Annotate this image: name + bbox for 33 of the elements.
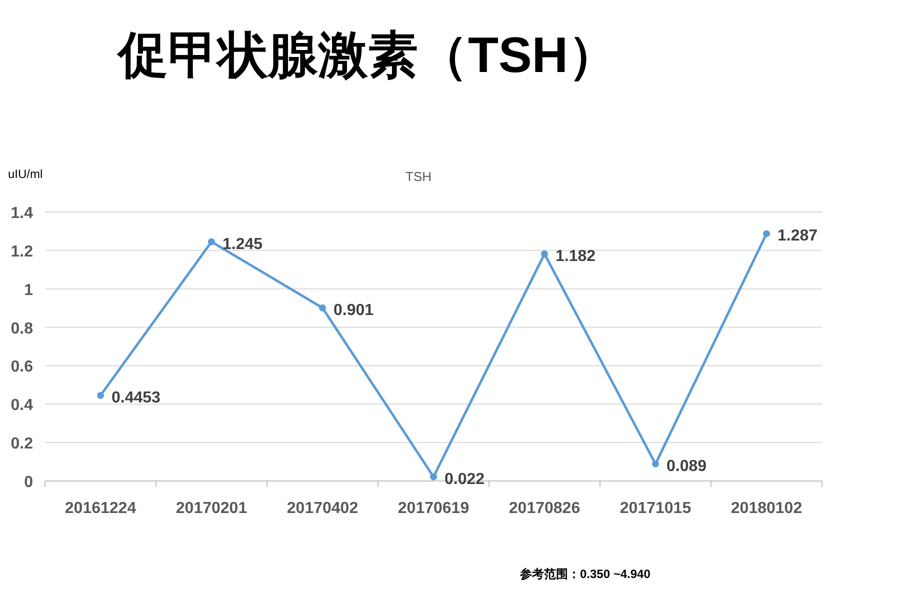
y-tick-label: 0 — [24, 474, 34, 491]
point — [541, 250, 548, 258]
x-tick-label: 20161224 — [64, 500, 136, 517]
data-label: 0.022 — [444, 470, 485, 488]
y-axis-title: uIU/ml — [8, 167, 43, 181]
y-tick-label: 1 — [24, 282, 34, 299]
x-tick-label: 20170826 — [508, 500, 580, 517]
x-tick-label: 20170201 — [176, 500, 248, 517]
chart-title: 促甲状腺激素（TSH） — [116, 27, 618, 83]
point — [430, 473, 437, 480]
data-label: 1.182 — [556, 248, 596, 265]
data-label: 0.901 — [334, 302, 374, 319]
point — [652, 460, 659, 468]
point — [97, 392, 104, 399]
y-tick-label: 0.8 — [10, 320, 34, 338]
x-tick-label: 20170619 — [398, 500, 470, 517]
data-label: 0.089 — [666, 458, 707, 475]
data-label: 1.245 — [222, 236, 263, 253]
text: 参考范围：0.350 ~4.940 — [519, 567, 651, 581]
y-tick-label: 1.4 — [10, 205, 34, 222]
y-tick-label: 0.4 — [10, 397, 34, 414]
point — [208, 238, 215, 246]
y-tick-label: 0.6 — [10, 358, 34, 376]
point — [763, 230, 770, 238]
point — [319, 304, 326, 312]
data-label: 1.287 — [778, 228, 818, 245]
chart-subtitle: TSH — [406, 169, 432, 184]
x-tick-label: 20171015 — [620, 500, 692, 517]
y-tick-label: 0.2 — [10, 436, 34, 453]
x-tick-label: 20180102 — [730, 500, 802, 517]
data-label: 0.4453 — [112, 389, 161, 406]
x-tick-label: 20170402 — [286, 500, 358, 517]
y-tick-label: 1.2 — [10, 243, 34, 260]
